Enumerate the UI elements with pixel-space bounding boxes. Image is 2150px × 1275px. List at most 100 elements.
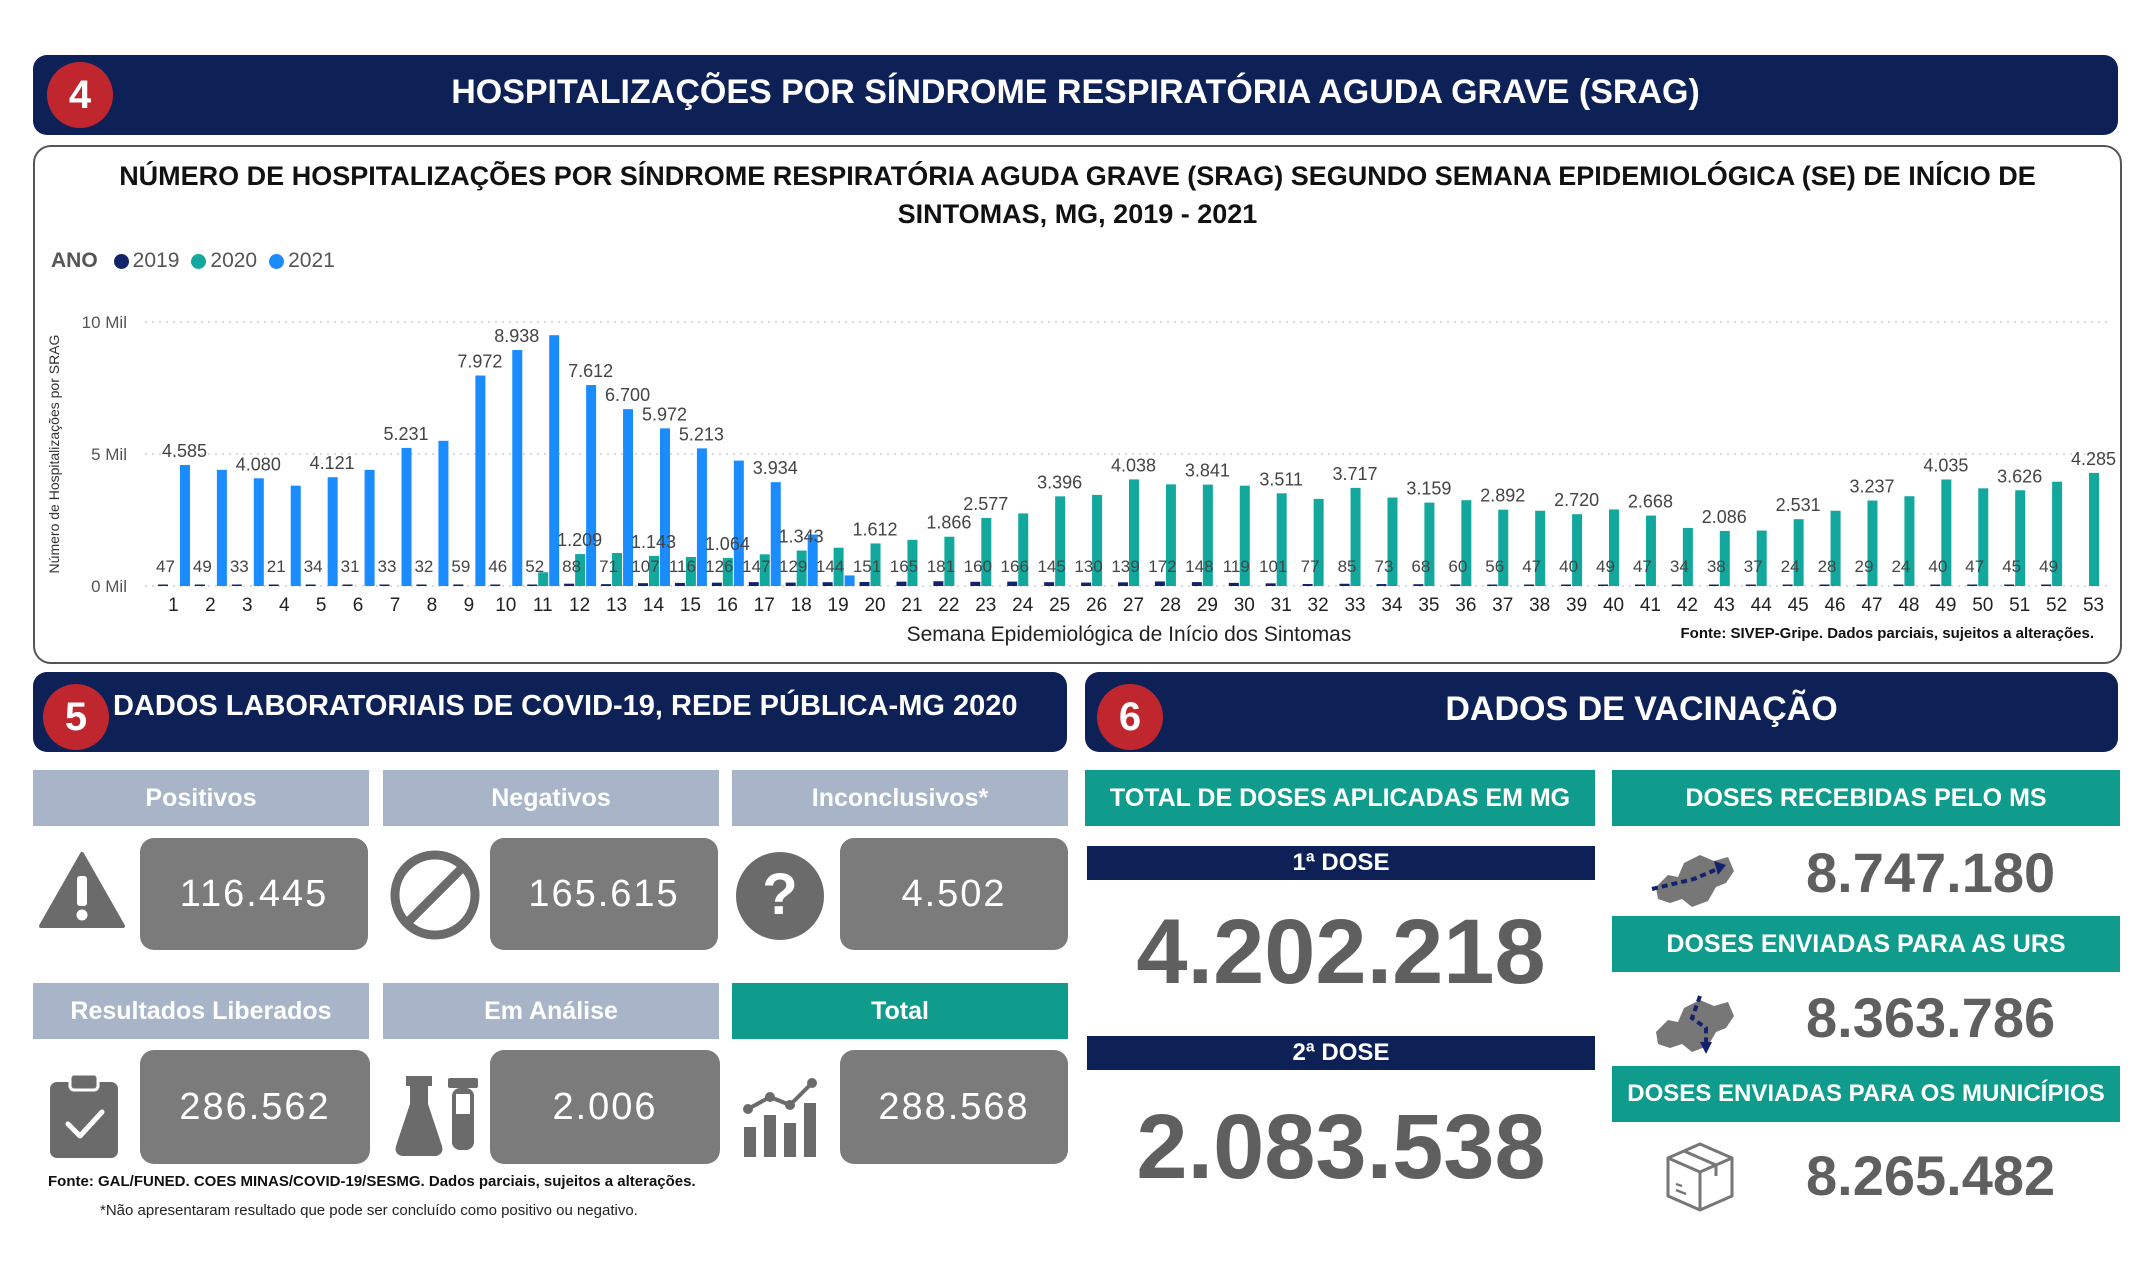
x-tick-label: 40 bbox=[1603, 595, 1624, 616]
mg-map-route-icon bbox=[1656, 995, 1734, 1054]
bar-2019-week-2 bbox=[194, 584, 205, 586]
data-label-2019: 85 bbox=[1338, 557, 1357, 576]
bar-2019-week-26 bbox=[1081, 582, 1092, 586]
bar-2020-week-45 bbox=[1793, 519, 1804, 586]
data-label-2019: 40 bbox=[1559, 557, 1578, 576]
data-label-2021: 4.121 bbox=[310, 453, 355, 473]
bar-2019-week-39 bbox=[1561, 584, 1572, 586]
bar-2019-week-14 bbox=[637, 583, 648, 586]
data-label-2019: 56 bbox=[1485, 557, 1504, 576]
data-label-2019: 24 bbox=[1891, 557, 1910, 576]
bar-2020-week-28 bbox=[1165, 484, 1176, 586]
data-label-2019: 165 bbox=[890, 557, 918, 576]
x-tick-label: 44 bbox=[1751, 595, 1773, 616]
x-tick-label: 5 bbox=[316, 595, 327, 616]
bar-2019-week-7 bbox=[379, 584, 390, 586]
data-label-2020: 1.143 bbox=[631, 532, 676, 552]
x-tick-label: 46 bbox=[1824, 595, 1845, 616]
bar-2021-week-9 bbox=[475, 375, 486, 586]
bar-2020-week-17 bbox=[759, 554, 770, 586]
data-label-2019: 88 bbox=[562, 557, 581, 576]
bar-2020-week-38 bbox=[1535, 510, 1546, 586]
bar-2021-week-15 bbox=[696, 448, 707, 586]
x-tick-label: 30 bbox=[1234, 595, 1255, 616]
x-tick-label: 20 bbox=[864, 595, 885, 616]
x-tick-label: 38 bbox=[1529, 595, 1550, 616]
legend-item-2021[interactable]: 2021 bbox=[269, 249, 335, 273]
bar-2020-week-30 bbox=[1239, 485, 1250, 586]
bar-2019-week-46 bbox=[1819, 584, 1830, 586]
bar-2019-week-16 bbox=[711, 582, 722, 586]
section5-title: DADOS LABORATORIAIS DE COVID-19, REDE PÚ… bbox=[113, 690, 1018, 722]
x-tick-label: 52 bbox=[2046, 595, 2067, 616]
data-label-2019: 28 bbox=[1818, 557, 1837, 576]
data-label-2020: 3.841 bbox=[1185, 461, 1230, 481]
x-tick-label: 32 bbox=[1308, 595, 1329, 616]
positivos-header: Positivos bbox=[33, 770, 369, 826]
data-label-2019: 32 bbox=[414, 557, 433, 576]
bar-2019-week-4 bbox=[268, 584, 279, 586]
urs-value: 8.363.786 bbox=[1806, 986, 2056, 1049]
data-label-2020: 3.237 bbox=[1849, 477, 1894, 497]
negativos-header: Negativos bbox=[383, 770, 719, 826]
legend-item-2020[interactable]: 2020 bbox=[191, 249, 257, 273]
mg-map-icon bbox=[1651, 855, 1734, 907]
bar-2020-week-49 bbox=[1941, 479, 1952, 586]
x-tick-label: 6 bbox=[353, 595, 364, 616]
data-label-2019: 151 bbox=[853, 557, 881, 576]
bar-2019-week-34 bbox=[1376, 584, 1387, 586]
x-tick-label: 21 bbox=[901, 595, 922, 616]
bar-2019-week-47 bbox=[1856, 584, 1867, 586]
bar-2021-week-1 bbox=[179, 464, 190, 586]
data-label-2021: 8.938 bbox=[494, 326, 539, 346]
y-tick-label: 5 Mil bbox=[91, 445, 127, 464]
data-label-2021: 3.934 bbox=[753, 458, 798, 478]
data-label-2020: 3.626 bbox=[1997, 466, 2042, 486]
bar-2020-week-16 bbox=[722, 557, 733, 586]
x-tick-label: 26 bbox=[1086, 595, 1107, 616]
data-label-2021: 6.700 bbox=[605, 385, 650, 405]
bar-2019-week-50 bbox=[1967, 584, 1978, 586]
y-tick-label: 0 Mil bbox=[91, 577, 127, 596]
bar-2021-week-19 bbox=[844, 575, 855, 586]
bar-2021-week-3 bbox=[253, 478, 264, 586]
legend-item-2019[interactable]: 2019 bbox=[113, 249, 180, 273]
bar-2020-week-21 bbox=[907, 539, 918, 586]
bar-2021-week-4 bbox=[290, 485, 301, 586]
data-label-2020: 1.343 bbox=[779, 527, 824, 547]
x-tick-label: 25 bbox=[1049, 595, 1070, 616]
bar-2020-week-14 bbox=[648, 555, 659, 586]
x-tick-label: 37 bbox=[1492, 595, 1513, 616]
total-header: Total bbox=[732, 983, 1068, 1039]
x-tick-label: 43 bbox=[1714, 595, 1735, 616]
legend-title: ANO bbox=[51, 249, 98, 272]
bar-2019-week-1 bbox=[157, 584, 168, 586]
section6-number-badge: 6 bbox=[1097, 684, 1163, 750]
x-tick-label: 12 bbox=[569, 595, 590, 616]
legend-label-2019: 2019 bbox=[132, 249, 180, 272]
bar-2020-week-35 bbox=[1424, 502, 1435, 586]
bar-2021-week-5 bbox=[327, 477, 338, 586]
bar-2020-week-52 bbox=[2052, 481, 2063, 586]
bar-2019-week-20 bbox=[859, 582, 870, 586]
bar-2020-week-31 bbox=[1276, 493, 1287, 586]
municipios-value: 8.265.482 bbox=[1806, 1144, 2056, 1207]
data-label-2019: 129 bbox=[779, 557, 807, 576]
data-label-2019: 71 bbox=[599, 557, 618, 576]
bar-2019-week-30 bbox=[1228, 582, 1239, 586]
data-label-2019: 147 bbox=[742, 557, 770, 576]
data-label-2019: 38 bbox=[1707, 557, 1726, 576]
bar-2020-week-12 bbox=[575, 554, 586, 586]
svg-text:?: ? bbox=[762, 862, 797, 927]
data-label-2019: 160 bbox=[964, 557, 992, 576]
chart-legend: ANO 2019 2020 2021 bbox=[51, 249, 341, 273]
bar-2019-week-38 bbox=[1524, 584, 1535, 586]
data-label-2019: 52 bbox=[525, 557, 544, 576]
bar-2020-week-32 bbox=[1313, 498, 1324, 586]
data-label-2019: 49 bbox=[2039, 557, 2058, 576]
data-label-2019: 73 bbox=[1375, 557, 1394, 576]
data-label-2019: 33 bbox=[230, 557, 249, 576]
bar-2020-week-29 bbox=[1202, 484, 1213, 586]
data-label-2019: 37 bbox=[1744, 557, 1763, 576]
bar-2021-week-12 bbox=[586, 385, 597, 586]
